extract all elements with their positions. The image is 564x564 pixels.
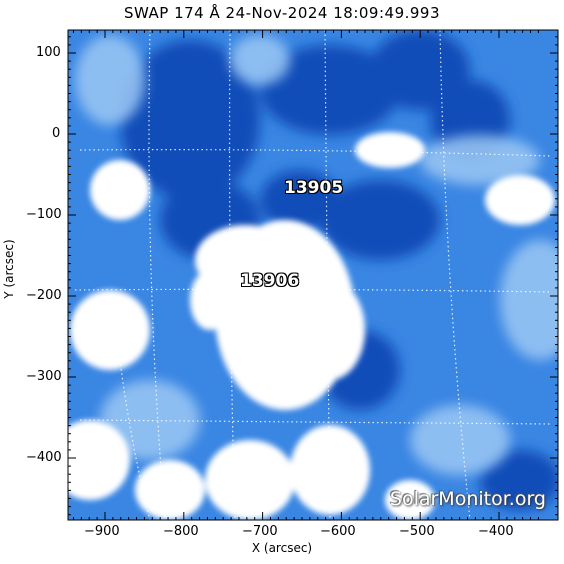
y-tick-label: 0: [52, 126, 61, 141]
y-tick-label: 100: [36, 45, 61, 60]
y-tick-label: −400: [26, 450, 62, 465]
x-tick-label: −400: [478, 524, 514, 539]
x-tick-label: −500: [399, 524, 435, 539]
y-axis-label: Y (arcsec): [2, 239, 16, 299]
y-tick-label: −300: [26, 369, 62, 384]
x-tick-label: −600: [320, 524, 356, 539]
watermark-logo: SolarMonitor.org: [389, 488, 546, 510]
x-tick-label: −900: [84, 524, 120, 539]
x-tick-label: −800: [163, 524, 199, 539]
y-tick-label: −100: [26, 207, 62, 222]
x-axis-label: X (arcsec): [251, 541, 313, 555]
image-title: SWAP 174 Å 24-Nov-2024 18:09:49.993: [123, 4, 441, 22]
active-region-label: 13906: [240, 271, 300, 291]
sun-image: [68, 30, 558, 520]
y-tick-label: −200: [26, 288, 62, 303]
active-region-label: 13905: [284, 178, 344, 198]
x-tick-label: −700: [242, 524, 278, 539]
plot-frame: [67, 29, 559, 521]
